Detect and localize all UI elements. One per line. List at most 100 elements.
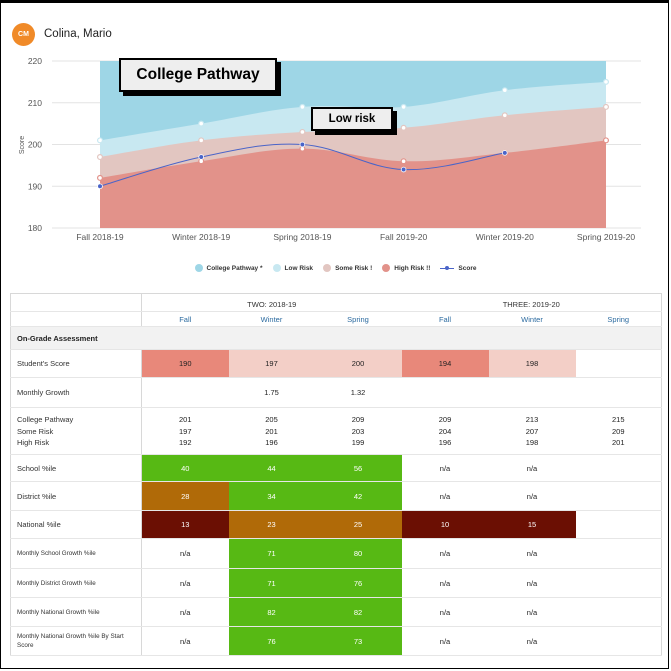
table-row-monthly-school-growth: Monthly School Growth %ile n/a 71 80 n/a… xyxy=(10,538,662,569)
table-cell: 1.75 xyxy=(228,377,315,408)
table-cell: 213 xyxy=(525,415,539,424)
x-tick-label: Spring 2018-19 xyxy=(273,232,331,242)
table-row-high-risk: High Risk 192 196 199 196 198 201 xyxy=(10,438,662,455)
season-header: Winter xyxy=(228,311,315,327)
table-row-national-percentile: National %ile 13 23 25 10 15 xyxy=(10,510,662,539)
table-row-students-score: Student's Score 190 197 200 194 198 xyxy=(10,349,662,378)
table-cell: 197 xyxy=(228,349,315,378)
table-cell: n/a xyxy=(401,597,489,627)
table-cell: 205 xyxy=(265,415,278,424)
table-cell: 1.32 xyxy=(314,377,402,408)
table-cell: n/a xyxy=(488,626,576,656)
avatar[interactable]: CM xyxy=(12,22,35,46)
table-cell: 198 xyxy=(488,349,576,378)
table-row-district-percentile: District %ile 28 34 42 n/a n/a xyxy=(10,481,662,511)
table-cell: 40 xyxy=(141,454,229,482)
table-cell: n/a xyxy=(141,538,229,569)
data-point xyxy=(299,128,306,135)
season-header: Fall xyxy=(401,311,489,327)
legend-item-high-risk[interactable]: High Risk !! xyxy=(382,264,430,272)
student-header: CM Colina, Mario xyxy=(12,22,112,46)
callout-low-risk: Low risk xyxy=(311,107,393,131)
table-cell: 71 xyxy=(228,568,315,598)
table-cell: 199 xyxy=(314,438,402,455)
table-cell: 76 xyxy=(228,626,315,656)
area-high-risk xyxy=(100,140,606,228)
table-cell: 190 xyxy=(141,349,229,378)
row-label: District %ile xyxy=(10,481,142,511)
data-point xyxy=(198,137,205,144)
legend-item-some-risk[interactable]: Some Risk ! xyxy=(323,264,372,272)
data-point xyxy=(602,137,609,144)
row-label: Some Risk xyxy=(17,426,54,436)
season-header: Winter xyxy=(488,311,576,327)
data-point xyxy=(602,103,609,110)
year-header: THREE: 2019-20 xyxy=(401,293,662,312)
table-cell xyxy=(575,626,662,656)
score-point xyxy=(501,150,508,156)
table-cell xyxy=(401,377,489,408)
header-blank xyxy=(10,293,142,312)
legend-label: Low Risk xyxy=(284,264,314,272)
data-point xyxy=(96,174,103,181)
table-cell: 197 xyxy=(141,424,229,438)
legend-item-low-risk[interactable]: Low Risk xyxy=(272,264,314,272)
year-header: TWO: 2018-19 xyxy=(141,293,402,312)
x-tick-label: Fall 2019-20 xyxy=(380,232,428,242)
table-cell: n/a xyxy=(141,568,229,598)
table-cell: 198 xyxy=(488,438,576,455)
season-header-row: Fall Winter Spring Fall Winter Spring xyxy=(10,311,662,327)
row-label: Monthly National Growth %ile xyxy=(10,597,142,627)
table-cell: n/a xyxy=(141,597,229,627)
x-tick-label: Winter 2019-20 xyxy=(476,232,534,242)
score-point xyxy=(198,154,205,160)
table-cell xyxy=(575,538,662,569)
table-cell: 23 xyxy=(228,510,315,539)
season-header: Fall xyxy=(141,311,229,327)
table-cell xyxy=(575,454,662,482)
table-cell: 192 xyxy=(141,438,229,455)
row-label: Monthly School Growth %ile xyxy=(10,538,142,569)
table-cell: 196 xyxy=(228,438,315,455)
table-cell: 10 xyxy=(401,510,489,539)
table-cell: n/a xyxy=(401,568,489,598)
legend-swatch xyxy=(323,264,332,272)
callout-college-pathway: College Pathway xyxy=(119,58,277,92)
table-cell: 15 xyxy=(488,510,576,539)
legend-swatch xyxy=(194,264,203,272)
table-cell: 215 xyxy=(612,415,625,424)
table-cell: 82 xyxy=(314,597,402,627)
table-cell: 207 xyxy=(525,426,539,436)
y-axis-label: Score xyxy=(19,136,26,154)
data-point xyxy=(400,158,407,165)
table-cell: 203 xyxy=(351,426,365,436)
table-cell: n/a xyxy=(488,454,576,482)
table-row-monthly-national-growth: Monthly National Growth %ile n/a 82 82 n… xyxy=(10,597,662,627)
legend-item-college-pathway[interactable]: College Pathway * xyxy=(194,264,263,272)
table-cell: 200 xyxy=(314,349,402,378)
table-cell xyxy=(141,377,229,408)
table-cell: 71 xyxy=(228,538,315,569)
table-row-school-percentile: School %ile 40 44 56 n/a n/a xyxy=(10,454,662,482)
table-cell: 76 xyxy=(314,568,402,598)
table-cell: 196 xyxy=(401,438,489,455)
row-label: High Risk xyxy=(10,438,142,455)
table-cell: n/a xyxy=(488,597,576,627)
y-tick-label: 220 xyxy=(28,56,42,66)
data-point xyxy=(198,120,205,127)
table-row-monthly-growth: Monthly Growth 1.75 1.32 xyxy=(10,377,662,408)
data-point xyxy=(501,112,508,119)
y-tick-label: 210 xyxy=(28,98,42,108)
legend-item-score[interactable]: Score xyxy=(440,264,476,272)
score-point xyxy=(299,141,306,148)
table-cell: 209 xyxy=(612,426,625,436)
legend-label: College Pathway * xyxy=(206,264,263,272)
table-cell: 25 xyxy=(314,510,402,539)
y-tick-label: 200 xyxy=(28,140,42,150)
legend-label: Some Risk ! xyxy=(335,264,373,272)
data-point xyxy=(602,78,609,85)
row-label: Student's Score xyxy=(10,349,142,378)
data-point xyxy=(400,124,407,131)
table-cell: 28 xyxy=(141,481,229,511)
row-label: Monthly District Growth %ile xyxy=(10,568,142,598)
